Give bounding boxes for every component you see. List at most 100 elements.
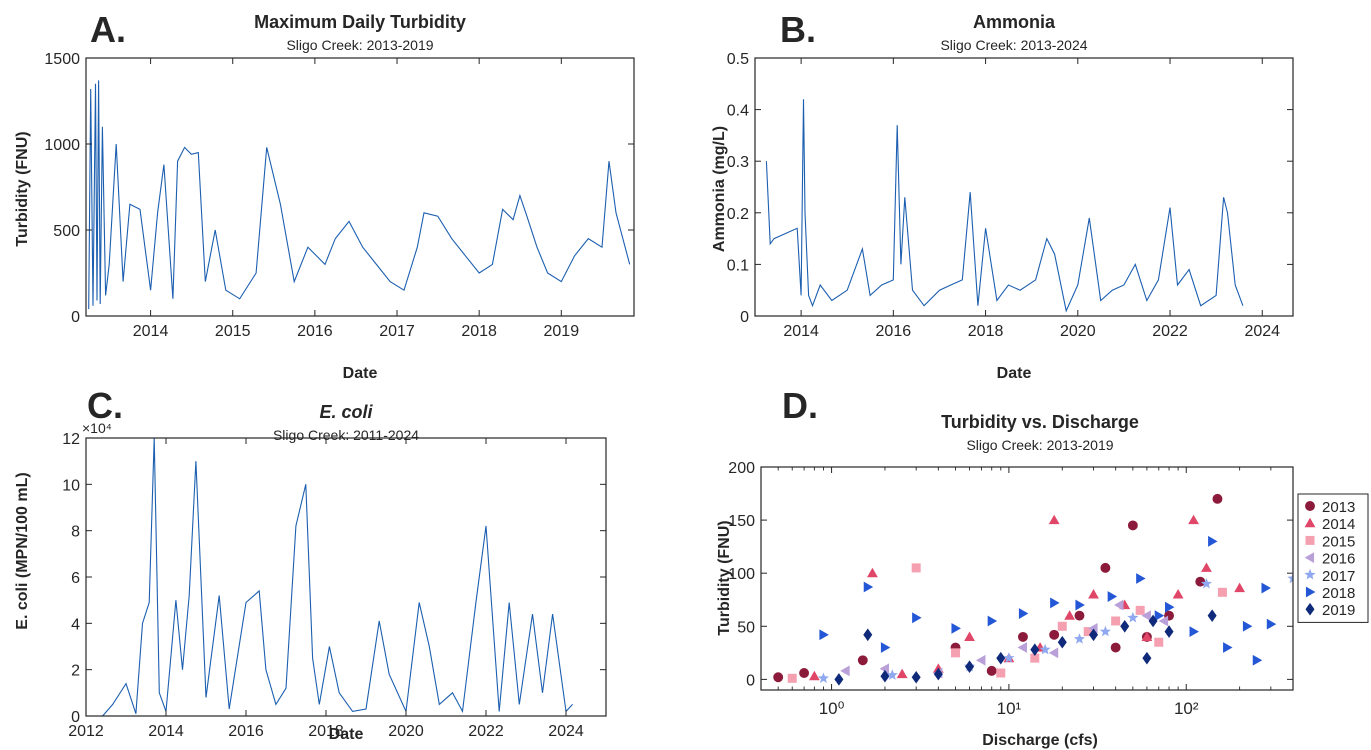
panel-d-ytick-label: 150 [728,513,755,530]
panel-A-ytick-label: 1500 [44,51,80,68]
panel-B-xtick-label: 2020 [1060,323,1096,340]
panel-A-ytick-label: 500 [53,223,80,240]
panel-d-point-2014 [1141,631,1153,641]
panel-A-xtick-label: 2017 [379,323,415,340]
panel-a-title: Maximum Daily Turbidity [254,12,466,32]
panel-d-point-2019 [996,651,1006,665]
panel-A-ytick-label: 1000 [44,137,80,154]
panel-d-point-2019 [1057,635,1067,649]
panel-d-point-2014 [867,567,878,578]
panel-d-point-2013 [1049,629,1060,640]
panel-d-point-2015 [1135,605,1145,615]
panel-B-xtick-label: 2014 [783,323,819,340]
panel-d-point-2018 [1050,597,1060,609]
panel-C-ytick-label: 4 [71,616,80,633]
panel-d-point-2013 [799,668,810,678]
panel-d-legend-label-2018: 2018 [1322,585,1355,602]
panel-B-ytick-label: 0 [740,309,749,326]
panel-d-point-2017 [1099,625,1111,637]
panel-d-ytick-label: 100 [728,566,755,583]
panel-c-ylabel: E. coli (MPN/100 mL) [14,472,31,629]
panel-d-point-2018 [1189,626,1199,637]
panel-d-point-2016 [1017,642,1027,653]
panel-d-point-2013 [1195,576,1206,587]
panel-A-ytick-label: 0 [71,309,80,326]
panel-d-point-2015 [1083,627,1093,637]
panel-a-xlabel: Date [343,365,378,382]
panel-d-title: Turbidity vs. Discharge [941,412,1139,432]
panel-d-point-2019 [863,628,873,642]
panel-d-point-2013 [1074,610,1085,621]
panel-d-point-2018 [1018,608,1029,619]
panel-B-ytick-label: 0.1 [727,257,749,274]
panel-d-point-2014 [1172,589,1184,599]
panel-A-xtick-label: 2018 [461,323,497,340]
panel-d-legend-label-2015: 2015 [1322,533,1355,550]
panel-d-point-2018 [1107,591,1118,602]
panel-d-legend-marker-2014 [1304,517,1316,528]
panel-d-point-2016 [840,665,850,677]
panel-d-point-2014 [1188,514,1199,525]
panel-d-point-2017 [1200,578,1212,589]
panel-d-point-2015 [911,563,921,573]
panel-d-ytick-label: 0 [746,672,755,689]
panel-B-xtick-label: 2022 [1152,323,1188,340]
panel-d-ytick-label: 50 [737,619,755,636]
panel-d-point-2016 [1114,599,1124,611]
panel-b-label: B. [780,9,816,50]
panel-C-ytick-label: 10 [62,477,80,494]
panel-D-axes-box [760,466,1294,691]
panel-d-point-2018 [1164,601,1175,613]
panel-d-point-2013 [1212,493,1223,504]
panel-B-ytick-label: 0.3 [727,154,749,171]
panel-d-points [773,493,1293,686]
panel-d-point-2017 [886,669,898,680]
panel-d-point-2013 [857,655,868,666]
panel-d-point-2017 [817,672,829,684]
panel-d-point-2017 [1039,643,1051,655]
panel-d-xtick-label: 10¹ [997,699,1022,718]
panel-c-exponent: ×10⁴ [82,420,112,436]
panel-d-point-2019 [1164,625,1174,638]
panel-d-legend-label-2019: 2019 [1322,602,1355,619]
panel-A-xtick-label: 2014 [133,323,169,340]
panel-d-point-2019 [965,660,975,673]
panel-d-point-2019 [933,667,943,681]
panel-d-point-2016 [879,663,890,675]
panel-d-point-2014 [1048,514,1060,525]
panel-d-point-2018 [1075,599,1085,611]
panel-B-axes-box [754,57,1294,317]
panel-d-point-2018 [951,623,961,634]
panel-d-point-2013 [1110,642,1121,653]
panel-d-point-2019 [834,673,844,686]
panel-c-subtitle: Sligo Creek: 2011-2024 [273,427,419,443]
panel-d-legend-marker-2018 [1305,586,1316,598]
panel-d-xlabel: Discharge (cfs) [982,732,1098,749]
panel-a-ylabel: Turbidity (FNU) [14,131,31,246]
panel-d-ytick-label: 200 [728,460,755,477]
panel-d-point-2019 [1030,643,1040,656]
panel-d-xtick-label: 10⁰ [819,699,845,718]
panel-b-xlabel: Date [997,365,1032,382]
panel-d-point-2018 [1266,618,1277,630]
panel-B-xtick-label: 2024 [1244,323,1280,340]
panel-d-point-2015 [1030,653,1040,663]
panel-B-xtick-label: 2016 [876,323,912,340]
panel-d-point-2018 [1252,654,1263,666]
panel-d-point-2015 [787,673,797,683]
panel-d-point-2017 [1127,611,1139,623]
panel-d-label: D. [782,385,818,426]
panel-C-xtick-label: 2018 [308,723,344,740]
panel-d-point-2016 [976,654,986,666]
panel-d-point-2016 [1141,610,1151,622]
panel-d-point-2015 [1111,616,1121,626]
panel-d-point-2014 [1088,589,1099,599]
panel-d-point-2014 [1064,610,1076,620]
panel-c-title: E. coli [319,402,373,422]
panel-d-xtick-label: 10² [1174,699,1199,718]
panel-d-point-2018 [1242,620,1253,632]
panel-d-point-2018 [1261,582,1271,594]
panel-C-xtick-label: 2024 [548,723,584,740]
